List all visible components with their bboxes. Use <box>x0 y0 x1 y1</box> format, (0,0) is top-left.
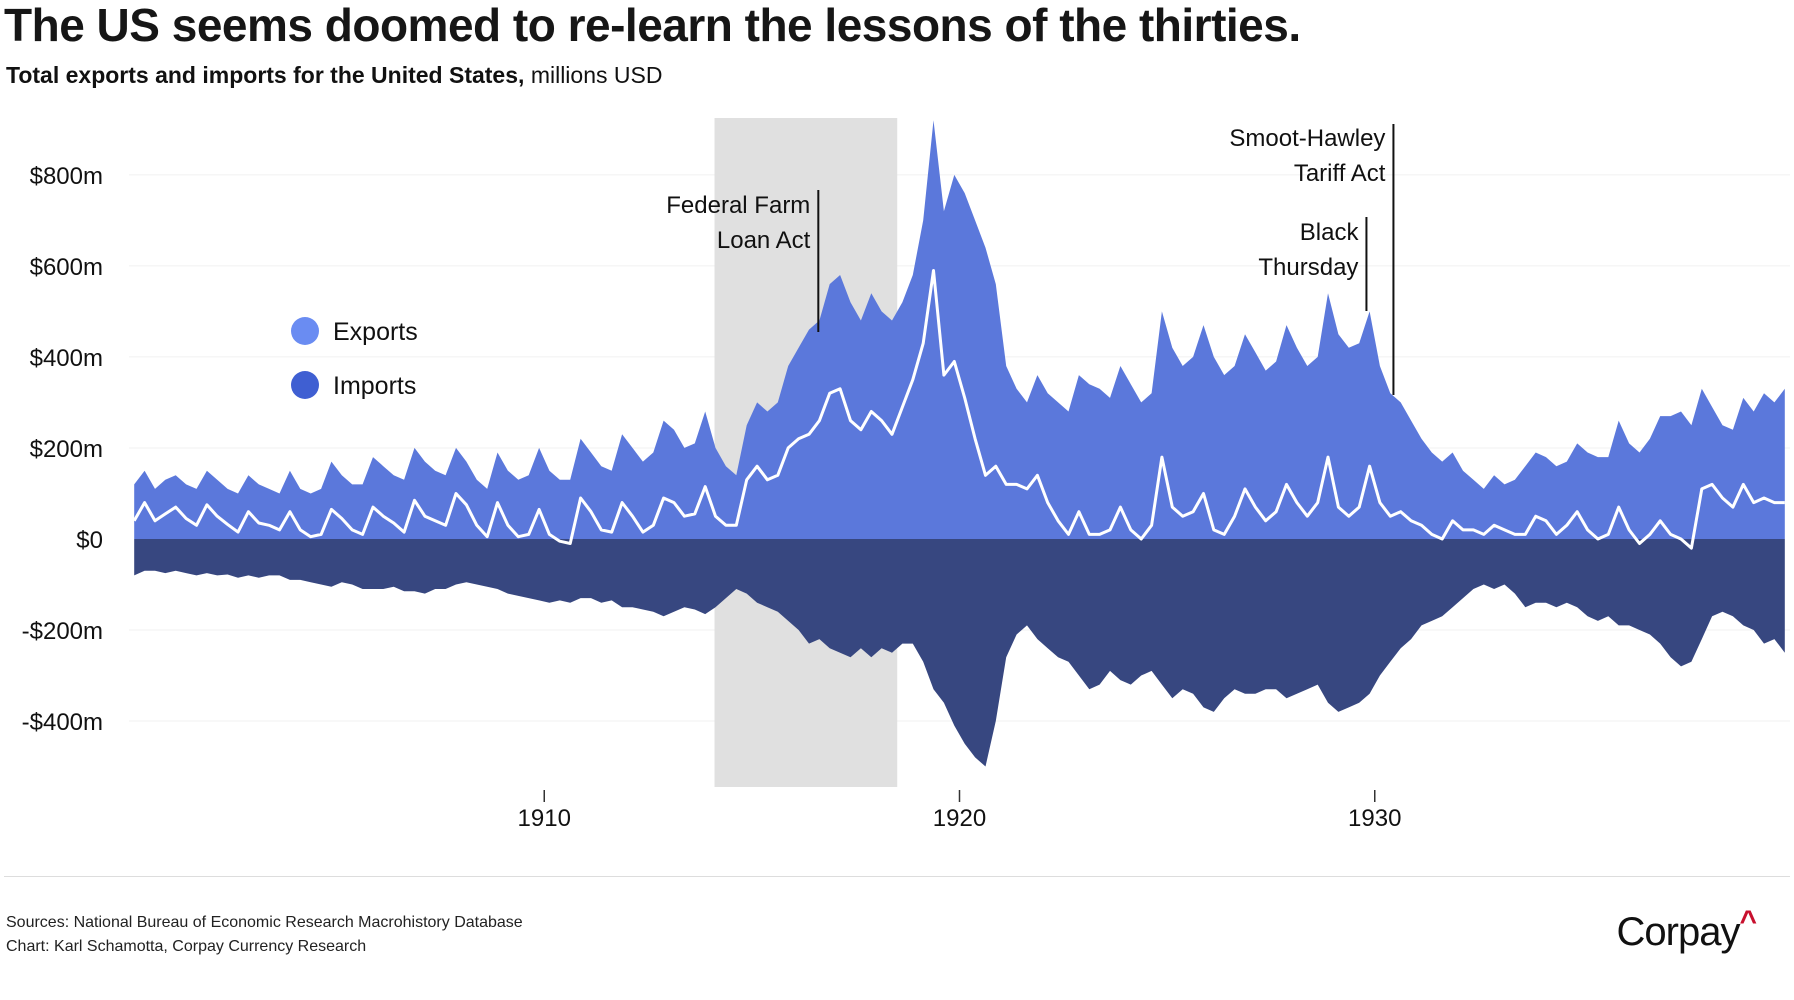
subtitle-unit: millions USD <box>530 62 663 88</box>
y-tick-label: $800m <box>30 163 103 190</box>
x-axis: 1910 1920 1930 <box>518 790 1401 832</box>
legend: Exports Imports <box>291 317 418 400</box>
y-tick-label: $200m <box>30 436 103 463</box>
sources-note: Sources: National Bureau of Economic Res… <box>6 914 523 931</box>
legend-imports-swatch <box>291 371 319 399</box>
annotation-label: Black <box>1300 219 1360 246</box>
legend-exports-swatch <box>291 317 319 345</box>
x-tick-label: 1930 <box>1348 805 1401 832</box>
logo-text: Corpay <box>1616 910 1741 954</box>
footer-divider <box>4 876 1790 877</box>
imports-area <box>134 538 1785 767</box>
y-tick-label: -$200m <box>22 618 103 645</box>
chart-credit: Chart: Karl Schamotta, Corpay Currency R… <box>6 938 367 955</box>
exports-area <box>134 120 1785 539</box>
chart-subtitle: Total exports and imports for the United… <box>6 62 662 89</box>
y-tick-label: $600m <box>30 254 103 281</box>
annotation-label: Federal Farm <box>666 192 810 219</box>
annotation-label: Smoot-Hawley <box>1229 125 1385 152</box>
legend-exports-label: Exports <box>333 318 418 346</box>
x-tick-label: 1910 <box>518 805 571 832</box>
subtitle-main: Total exports and imports for the United… <box>6 62 525 88</box>
trade-balance-line <box>132 269 1785 550</box>
y-tick-label: $400m <box>30 345 103 372</box>
x-tick-label: 1920 <box>933 805 986 832</box>
corpay-logo: Corpay^ <box>1616 905 1757 955</box>
annotation-label: Thursday <box>1258 254 1358 281</box>
y-axis: $800m $600m $400m $200m $0 -$200m -$400m <box>22 163 103 736</box>
chart-title: The US seems doomed to re-learn the less… <box>4 0 1301 51</box>
logo-caret-icon: ^ <box>1739 905 1757 938</box>
y-tick-label: -$400m <box>22 709 103 736</box>
annotations: Federal Farm Loan Act Black Thursday Smoot-H… <box>666 124 1395 395</box>
y-tick-label: $0 <box>76 527 103 554</box>
annotation-label: Loan Act <box>717 227 811 254</box>
legend-imports-label: Imports <box>333 372 416 400</box>
annotation-label: Tariff Act <box>1294 160 1386 187</box>
